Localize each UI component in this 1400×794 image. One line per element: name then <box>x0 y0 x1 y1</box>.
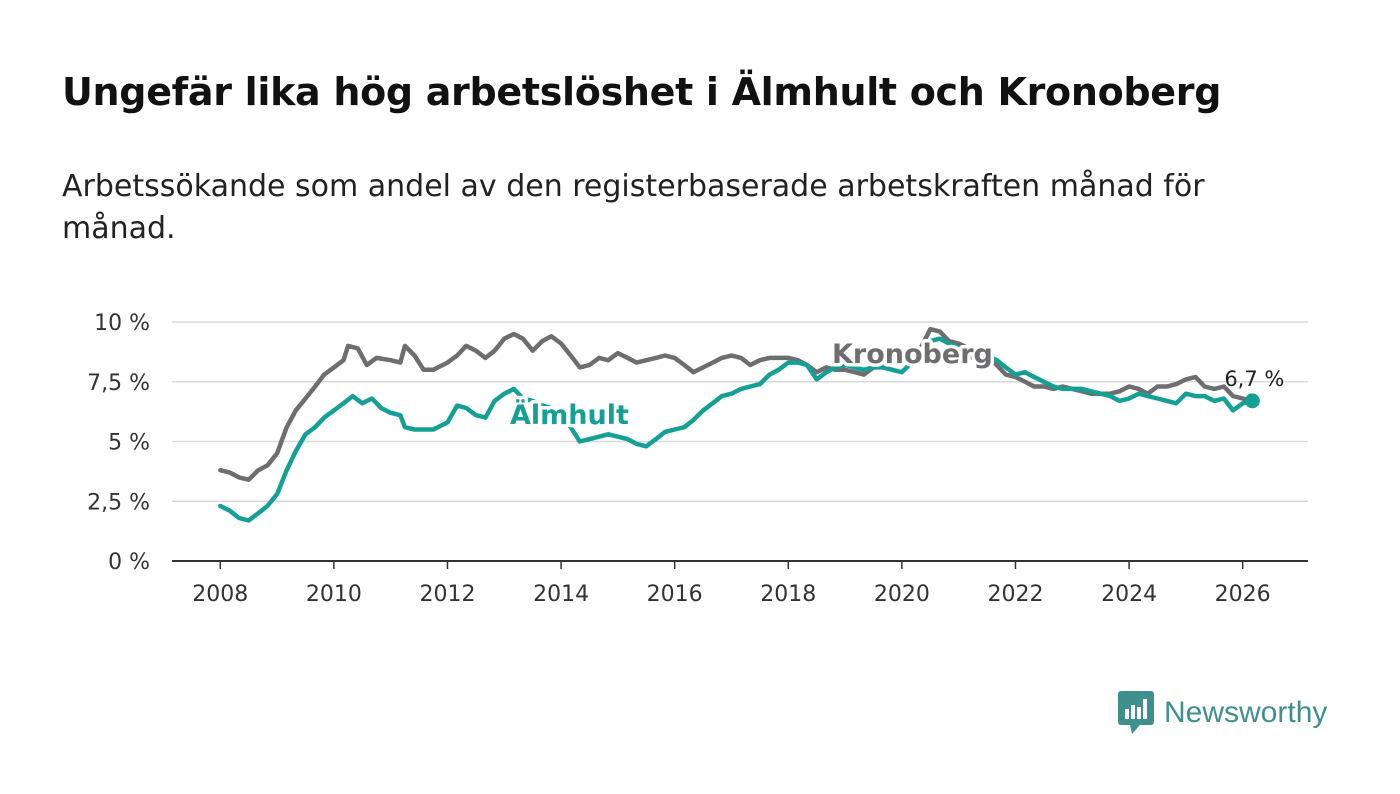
y-tick-label: 5 % <box>108 431 150 456</box>
y-tick-label: 7,5 % <box>87 371 150 396</box>
x-tick-label: 2024 <box>1101 582 1157 607</box>
y-tick-label: 2,5 % <box>87 490 150 515</box>
brand-logo: Newsworthy <box>1118 690 1327 736</box>
x-tick-label: 2012 <box>419 582 475 607</box>
x-axis-ticks: 2008 2010 2012 2014 2016 2018 2020 2022 2024 2026 <box>192 561 1271 607</box>
chart-title: Ungefär lika hög arbetslöshet i Älmhult … <box>62 70 1222 114</box>
x-tick-label: 2014 <box>533 582 589 607</box>
y-axis-ticks: 0 % 2,5 % 5 % 7,5 % 10 % <box>87 311 150 575</box>
brand-name: Newsworthy <box>1164 696 1328 729</box>
y-tick-label: 0 % <box>108 550 150 575</box>
x-tick-label: 2018 <box>760 582 816 607</box>
label-layer: Älmhult Kronoberg 6,7 % <box>507 336 1285 435</box>
newsworthy-logo-icon <box>1118 691 1154 734</box>
y-tick-label: 10 % <box>94 311 150 336</box>
x-tick-label: 2008 <box>192 582 248 607</box>
x-tick-label: 2022 <box>987 582 1043 607</box>
line-chart: 0 % 2,5 % 5 % 7,5 % 10 % 2008 2010 2012 2014 201… <box>87 311 1308 607</box>
series-layer <box>218 326 1255 523</box>
series-line-almhult <box>218 336 1255 523</box>
x-tick-label: 2016 <box>647 582 703 607</box>
end-point-marker <box>1244 393 1260 409</box>
chart-subtitle: Arbetssökande som andel av den registerb… <box>62 169 1205 246</box>
x-tick-label: 2020 <box>874 582 930 607</box>
x-tick-label: 2026 <box>1215 582 1271 607</box>
series-label-almhult: Älmhult <box>510 399 629 431</box>
grid-layer <box>172 321 1308 502</box>
x-tick-label: 2010 <box>306 582 362 607</box>
end-value-label: 6,7 % <box>1224 367 1284 391</box>
series-label-kronoberg: Kronoberg <box>832 339 993 370</box>
